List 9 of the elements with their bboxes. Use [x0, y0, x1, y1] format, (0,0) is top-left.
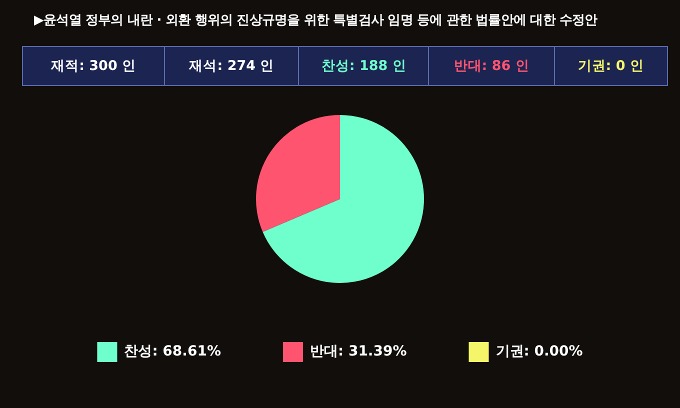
text: 반대: 86 인 — [429, 47, 555, 85]
legend-label: 찬성: 68.61% — [124, 344, 221, 360]
text: 찬성: 188 인 — [299, 47, 430, 85]
text: 기권: 0 인 — [576, 57, 645, 76]
legend-label: 반대: 31.39% — [310, 344, 407, 360]
text: 재적: 300 인 — [23, 47, 166, 85]
text: 재석: 274 인 — [165, 47, 300, 85]
legend-label: 기권: 0.00% — [496, 344, 583, 360]
chart-title: ▶윤석열 정부의 내란 · 외환 행위의 진상규명을 위한 특별검사 임명 등에 관한 법률안에 대한 수정안 — [34, 12, 598, 29]
